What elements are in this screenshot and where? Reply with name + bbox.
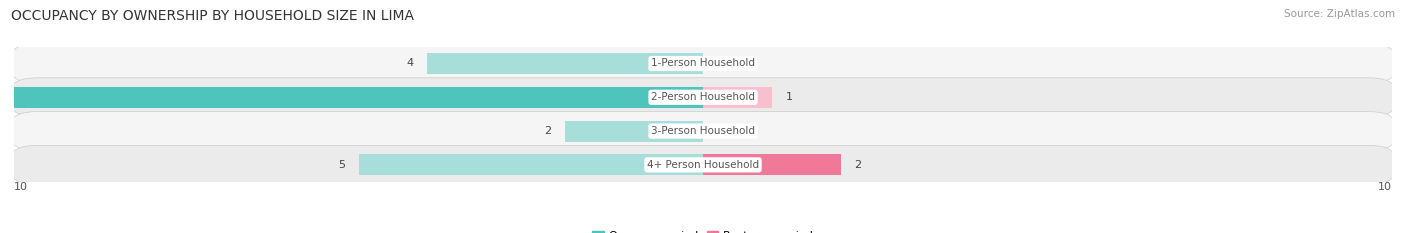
Text: 5: 5 bbox=[337, 160, 344, 170]
Text: 4: 4 bbox=[406, 58, 413, 69]
Text: 0: 0 bbox=[717, 58, 724, 69]
Bar bbox=[565, 121, 703, 141]
Bar bbox=[359, 154, 703, 175]
Text: 3-Person Household: 3-Person Household bbox=[651, 126, 755, 136]
Text: 4+ Person Household: 4+ Person Household bbox=[647, 160, 759, 170]
Text: 2: 2 bbox=[855, 160, 862, 170]
Legend: Owner-occupied, Renter-occupied: Owner-occupied, Renter-occupied bbox=[592, 231, 814, 233]
Bar bbox=[427, 53, 703, 74]
Bar bbox=[703, 154, 841, 175]
Bar bbox=[14, 87, 703, 108]
Text: 1: 1 bbox=[786, 92, 793, 102]
FancyBboxPatch shape bbox=[11, 78, 1395, 117]
Bar bbox=[703, 87, 772, 108]
FancyBboxPatch shape bbox=[11, 44, 1395, 83]
Text: 2-Person Household: 2-Person Household bbox=[651, 92, 755, 102]
Text: Source: ZipAtlas.com: Source: ZipAtlas.com bbox=[1284, 9, 1395, 19]
Text: 0: 0 bbox=[717, 126, 724, 136]
FancyBboxPatch shape bbox=[11, 112, 1395, 151]
Text: 1-Person Household: 1-Person Household bbox=[651, 58, 755, 69]
Text: OCCUPANCY BY OWNERSHIP BY HOUSEHOLD SIZE IN LIMA: OCCUPANCY BY OWNERSHIP BY HOUSEHOLD SIZE… bbox=[11, 9, 415, 23]
Text: 10: 10 bbox=[14, 182, 28, 192]
Text: 2: 2 bbox=[544, 126, 551, 136]
Text: 10: 10 bbox=[1378, 182, 1392, 192]
FancyBboxPatch shape bbox=[11, 145, 1395, 184]
